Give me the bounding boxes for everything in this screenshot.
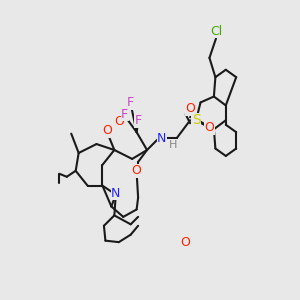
Text: O: O xyxy=(185,102,195,115)
Text: O: O xyxy=(102,124,112,137)
Text: O: O xyxy=(114,115,124,128)
Text: N: N xyxy=(111,187,121,200)
Text: S: S xyxy=(192,113,200,127)
Text: Cl: Cl xyxy=(210,25,222,38)
Text: F: F xyxy=(121,108,128,121)
Text: O: O xyxy=(132,164,142,177)
Text: F: F xyxy=(134,114,142,128)
Text: O: O xyxy=(181,236,190,249)
Text: N: N xyxy=(157,132,167,145)
Text: O: O xyxy=(205,121,214,134)
Text: H: H xyxy=(169,140,177,150)
Text: F: F xyxy=(127,96,134,109)
